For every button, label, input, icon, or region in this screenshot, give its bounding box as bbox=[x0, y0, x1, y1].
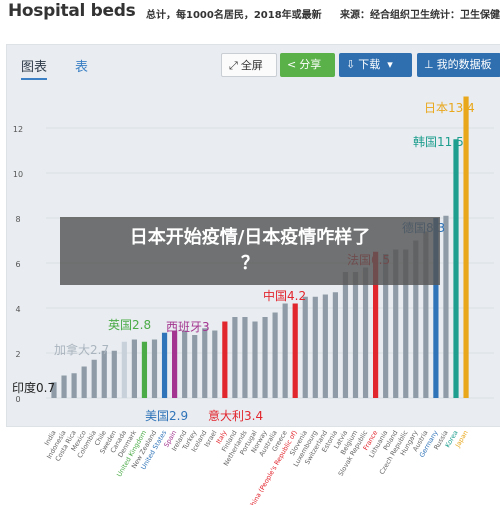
bar bbox=[232, 317, 238, 398]
bar bbox=[362, 267, 369, 398]
bar bbox=[242, 317, 248, 398]
bar bbox=[222, 321, 228, 398]
bar bbox=[131, 339, 137, 398]
bar bbox=[342, 272, 349, 398]
my-databoard-label: 我的数据板 bbox=[436, 58, 492, 71]
bar bbox=[332, 292, 338, 398]
bar bbox=[111, 350, 117, 398]
chart-title: Hospital beds bbox=[8, 1, 136, 21]
bar bbox=[151, 339, 158, 398]
bar bbox=[403, 249, 409, 398]
share-icon: < bbox=[287, 58, 297, 71]
bar bbox=[61, 375, 67, 398]
bar bbox=[101, 350, 107, 398]
data-label: 日本13.4 bbox=[424, 101, 475, 115]
bar bbox=[393, 249, 399, 398]
fullscreen-button[interactable]: ⤢ 全屏 bbox=[221, 53, 277, 77]
bar bbox=[81, 366, 87, 398]
data-label: 加拿大2.7 bbox=[54, 342, 109, 357]
chart-subtitle: 总计，每1000名居民，2018年或最新 bbox=[146, 10, 322, 21]
y-tick-label: 4 bbox=[15, 305, 20, 314]
y-tick-label: 8 bbox=[15, 215, 20, 224]
bar bbox=[423, 231, 429, 398]
bar bbox=[121, 341, 127, 398]
bar bbox=[272, 312, 278, 398]
headline-banner: 日本开始疫情/日本疫情咋样了 ？ bbox=[60, 217, 440, 285]
data-label: 中国4.2 bbox=[263, 288, 306, 303]
y-tick-label: 2 bbox=[15, 350, 20, 359]
download-icon: ⇩ bbox=[346, 58, 356, 71]
headline-line1: 日本开始疫情/日本疫情咋样了 bbox=[129, 227, 371, 248]
bar bbox=[322, 294, 328, 398]
bar bbox=[312, 296, 318, 398]
data-label: 西班牙3 bbox=[166, 320, 210, 334]
bar bbox=[212, 330, 218, 398]
bar bbox=[453, 139, 459, 398]
data-label: 英国2.8 bbox=[108, 318, 151, 332]
download-label: 下载 bbox=[358, 58, 381, 71]
bar bbox=[91, 359, 97, 398]
bar bbox=[172, 330, 178, 398]
headline-line2: ？ bbox=[241, 253, 259, 274]
chevron-down-icon: ▾ bbox=[387, 58, 393, 71]
bar bbox=[383, 254, 389, 398]
bar bbox=[443, 215, 449, 398]
share-label: 分享 bbox=[299, 58, 322, 71]
bar bbox=[352, 272, 359, 398]
fullscreen-label: 全屏 bbox=[240, 59, 263, 72]
bar bbox=[182, 330, 188, 398]
data-label: 意大利3.4 bbox=[208, 408, 263, 423]
bar bbox=[292, 303, 298, 398]
my-databoard-button[interactable]: ⊥ 我的数据板 bbox=[417, 53, 500, 77]
data-label: 美国2.9 bbox=[145, 409, 188, 423]
bar bbox=[413, 240, 419, 398]
bar bbox=[161, 332, 168, 398]
bar bbox=[302, 296, 308, 398]
bar bbox=[463, 96, 469, 398]
data-label: 韩国11.5 bbox=[413, 134, 464, 149]
pin-icon: ⊥ bbox=[424, 58, 434, 71]
bar bbox=[71, 373, 77, 398]
bar bbox=[141, 341, 148, 398]
y-tick-label: 0 bbox=[15, 395, 20, 404]
y-tick-label: 6 bbox=[15, 260, 20, 269]
bar bbox=[192, 335, 198, 398]
download-button[interactable]: ⇩ 下载 ▾ bbox=[339, 53, 412, 77]
y-tick-label: 10 bbox=[13, 170, 23, 179]
bar bbox=[373, 251, 379, 398]
bar bbox=[262, 317, 268, 398]
share-button[interactable]: < 分享 bbox=[280, 53, 335, 77]
data-label: 印度0.7 bbox=[12, 380, 55, 395]
headline-text: 日本开始疫情/日本疫情咋样了 ？ bbox=[60, 225, 440, 277]
tab-chart[interactable]: 图表 bbox=[21, 56, 48, 80]
bar bbox=[202, 328, 208, 398]
bar bbox=[51, 382, 57, 398]
header-bar: Hospital beds 总计，每1000名居民，2018年或最新 来源：经合… bbox=[0, 0, 500, 26]
tab-table[interactable]: 表 bbox=[75, 60, 89, 75]
chart-source: 来源：经合组织卫生统计：卫生保健 bbox=[340, 10, 500, 21]
bar bbox=[252, 321, 258, 398]
bar bbox=[282, 303, 288, 398]
y-tick-label: 12 bbox=[13, 125, 23, 134]
bar bbox=[433, 218, 439, 398]
expand-icon: ⤢ bbox=[229, 59, 238, 72]
